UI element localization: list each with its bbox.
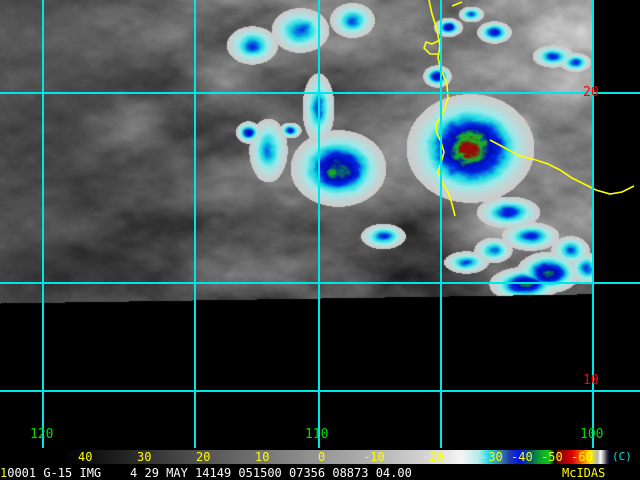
colorbar-unit-label: (C)	[612, 450, 632, 463]
latitude-label-20: 20	[583, 85, 599, 100]
colorbar-tick-minus30: -30	[481, 450, 503, 464]
colorbar-tick-20: 20	[196, 450, 211, 464]
latitude-label-10: 10	[583, 373, 599, 388]
satellite-raster[interactable]	[0, 0, 640, 448]
colorbar-tick-minus50: -50	[541, 450, 563, 464]
temperature-colorbar[interactable]	[60, 450, 610, 464]
gridline-latitude-2	[0, 390, 640, 392]
gridline-longitude-2	[318, 0, 320, 448]
mcidas-brand-label: McIDAS	[562, 466, 606, 480]
temperature-colorbar-row: (C)	[0, 450, 640, 464]
colorbar-tick-minus10: -10	[363, 450, 385, 464]
frame-number: 1	[0, 466, 8, 480]
gridline-longitude-1	[194, 0, 196, 448]
longitude-label-120: 120	[30, 427, 54, 442]
gridline-longitude-3	[440, 0, 442, 448]
gridline-latitude-0	[0, 92, 640, 94]
satellite-image-area[interactable]	[0, 0, 640, 448]
longitude-label-110: 110	[305, 427, 329, 442]
gridline-longitude-0	[42, 0, 44, 448]
colorbar-tick-minus60: -60	[571, 450, 593, 464]
colorbar-tick-10: 10	[255, 450, 270, 464]
colorbar-tick-0: 0	[318, 450, 326, 464]
colorbar-tick-30: 30	[137, 450, 152, 464]
colorbar-tick-minus20: -20	[422, 450, 444, 464]
status-text: 0001 G-15 IMG 4 29 MAY 14149 051500 0735…	[7, 466, 412, 480]
colorbar-tick-40: 40	[78, 450, 93, 464]
longitude-label-100: 100	[580, 427, 604, 442]
gridline-latitude-1	[0, 282, 640, 284]
colorbar-tick-minus40: -40	[511, 450, 533, 464]
status-line: 10001 G-15 IMG 4 29 MAY 14149 051500 073…	[0, 466, 640, 480]
gridline-longitude-4	[592, 0, 594, 448]
